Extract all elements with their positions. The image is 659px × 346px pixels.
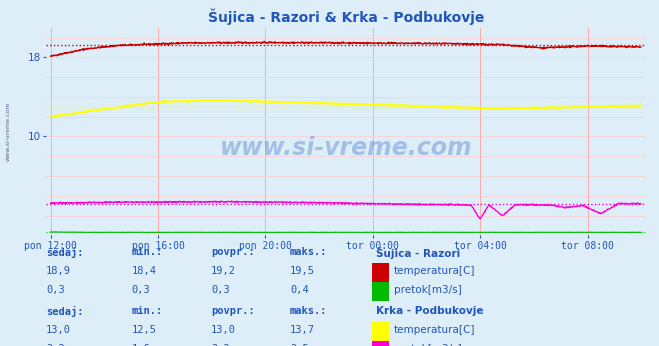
Text: www.si-vreme.com: www.si-vreme.com [219,136,473,160]
Text: min.:: min.: [132,306,163,316]
Text: Krka - Podbukovje: Krka - Podbukovje [376,306,483,316]
Text: 13,7: 13,7 [290,325,315,335]
Text: 0,3: 0,3 [211,285,229,295]
Text: 1,6: 1,6 [132,344,150,346]
Text: Šujica - Razori: Šujica - Razori [376,247,460,260]
Text: maks.:: maks.: [290,306,328,316]
Text: 3,2: 3,2 [46,344,65,346]
Text: sedaj:: sedaj: [46,247,84,258]
Text: pretok[m3/s]: pretok[m3/s] [394,285,462,295]
Text: 13,0: 13,0 [211,325,236,335]
Text: www.si-vreme.com: www.si-vreme.com [5,102,11,161]
Text: 0,4: 0,4 [290,285,308,295]
Text: povpr.:: povpr.: [211,306,254,316]
Title: Šujica - Razori & Krka - Podbukovje: Šujica - Razori & Krka - Podbukovje [208,9,484,25]
Text: sedaj:: sedaj: [46,306,84,317]
Text: 12,5: 12,5 [132,325,157,335]
Text: min.:: min.: [132,247,163,257]
Text: 3,5: 3,5 [290,344,308,346]
Text: 18,4: 18,4 [132,266,157,276]
Text: 0,3: 0,3 [132,285,150,295]
Text: temperatura[C]: temperatura[C] [394,266,476,276]
Text: 13,0: 13,0 [46,325,71,335]
Text: povpr.:: povpr.: [211,247,254,257]
Text: 19,2: 19,2 [211,266,236,276]
Text: maks.:: maks.: [290,247,328,257]
Text: 0,3: 0,3 [46,285,65,295]
Text: temperatura[C]: temperatura[C] [394,325,476,335]
Text: 18,9: 18,9 [46,266,71,276]
Text: 19,5: 19,5 [290,266,315,276]
Text: pretok[m3/s]: pretok[m3/s] [394,344,462,346]
Text: 3,2: 3,2 [211,344,229,346]
